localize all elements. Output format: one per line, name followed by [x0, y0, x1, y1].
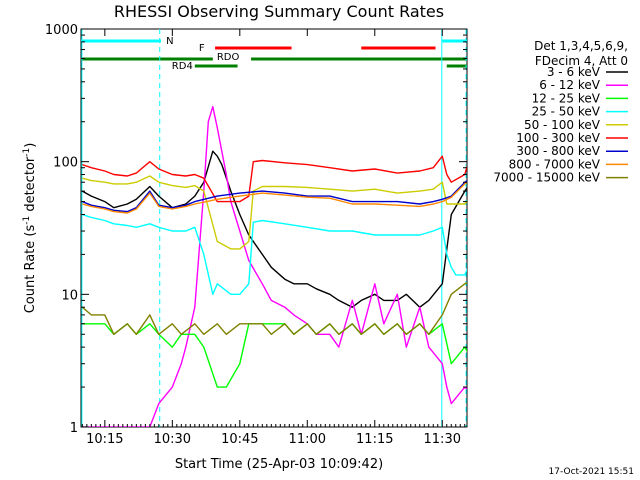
legend-label: 100 - 300 keV: [516, 131, 600, 145]
y-axis-label: Count Rate (s-1 detector-1): [22, 143, 38, 314]
state-label-rdo: RDO: [217, 52, 240, 63]
state-label-rd4: RD4: [172, 61, 193, 72]
y-axis-label-mid: detector: [23, 156, 38, 216]
state-annotations: [81, 29, 467, 427]
legend-label: 6 - 12 keV: [539, 78, 601, 92]
x-tick-label: 10:15: [86, 432, 123, 447]
footer-date: 17-Oct-2021 15:51: [549, 467, 634, 477]
series-line-300-800-kev: [82, 179, 467, 213]
state-label-n: N: [166, 36, 173, 47]
x-tick-label: 11:15: [356, 432, 393, 447]
series-layer: [81, 105, 467, 427]
legend-label: 300 - 800 keV: [516, 144, 600, 158]
series-line-800-7000-kev: [82, 181, 467, 214]
plot-frame: [80, 28, 468, 428]
series-line-50-100-kev: [82, 175, 467, 250]
legend-header-line-1: Det 1,3,4,5,6,9,: [534, 39, 628, 53]
plot-area: [80, 28, 468, 428]
y-axis-label-main: Count Rate (s: [23, 225, 38, 314]
y-axis-label-end: ): [23, 143, 38, 148]
y-tick-label: 100: [53, 156, 78, 171]
y-tick-label: 10: [61, 288, 78, 303]
chart-title: RHESSI Observing Summary Count Rates: [114, 2, 444, 21]
y-tick-label: 1000: [45, 23, 78, 38]
legend-label: 3 - 6 keV: [547, 65, 601, 79]
y-tick-label: 1: [70, 421, 78, 436]
series-line-100-300-kev: [82, 155, 467, 203]
legend-label: 50 - 100 keV: [524, 118, 601, 132]
y-axis-label-sup1: -1: [22, 216, 32, 225]
y-axis-label-sup2: -1: [22, 148, 32, 157]
legend-label: 800 - 7000 keV: [509, 157, 601, 171]
ticks-layer: 10:15 10:30 10:45 11:00 11:15 11:30 1 10 100 1000: [45, 23, 467, 447]
x-tick-label: 10:45: [221, 432, 258, 447]
x-tick-label: 10:30: [154, 432, 191, 447]
x-axis-label: Start Time (25-Apr-03 10:09:42): [175, 457, 383, 472]
state-label-f: F: [199, 43, 205, 54]
legend: Det 1,3,4,5,6,9, FDecim 4, Att 0 3 - 6 k…: [493, 39, 628, 185]
series-line-3-6-kev: [81, 150, 467, 308]
legend-header-line-2: FDecim 4, Att 0: [535, 54, 628, 68]
legend-label: 12 - 25 keV: [532, 91, 601, 105]
series-line-25-50-kev: [82, 213, 467, 295]
x-tick-label: 11:00: [289, 432, 326, 447]
series-line-6-12-kev: [82, 105, 467, 427]
series-line-7000-15000-kev: [81, 281, 467, 335]
x-tick-label: 11:30: [424, 432, 461, 447]
legend-label: 7000 - 15000 keV: [493, 171, 600, 185]
legend-label: 25 - 50 keV: [532, 105, 601, 119]
